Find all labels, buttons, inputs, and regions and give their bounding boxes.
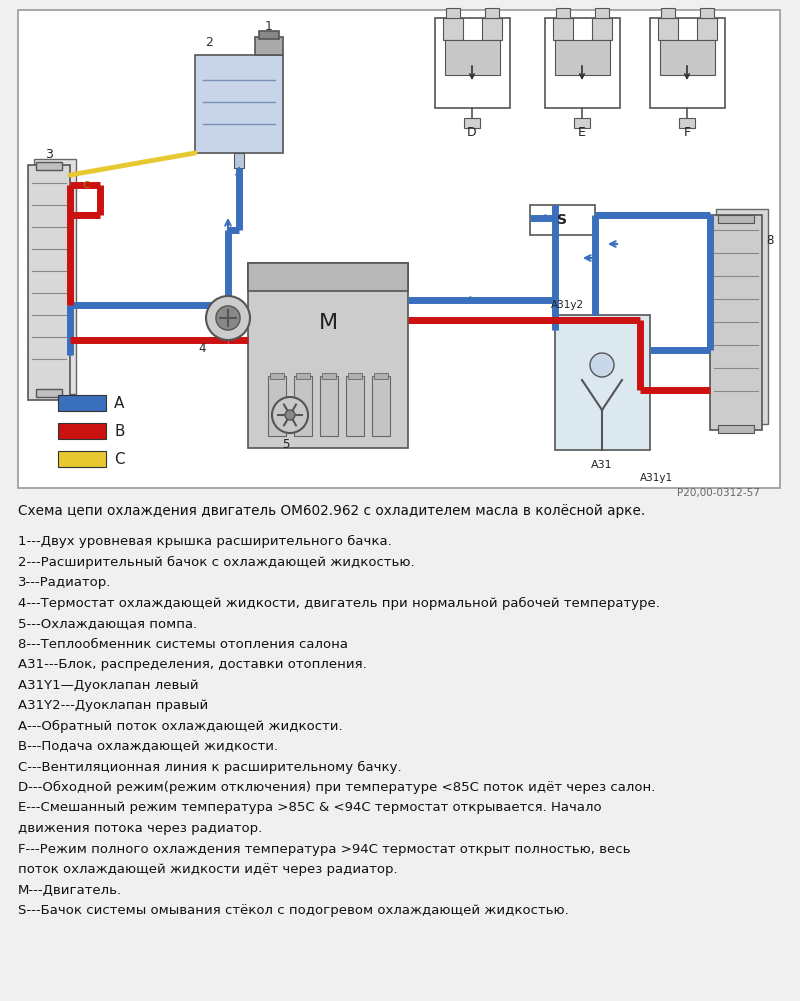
Text: 4: 4 xyxy=(198,341,206,354)
Bar xyxy=(320,376,338,436)
Text: S---Бачок системы омывания стёкол с подогревом охлаждающей жидкостью.: S---Бачок системы омывания стёкол с подо… xyxy=(18,904,569,917)
Bar xyxy=(700,8,714,18)
Text: M: M xyxy=(318,313,338,333)
Text: Схема цепи охлаждения двигатель ОМ602.962 с охладителем масла в колёсной арке.: Схема цепи охлаждения двигатель ОМ602.96… xyxy=(18,504,646,518)
Bar xyxy=(248,263,408,291)
Bar xyxy=(445,40,500,75)
Circle shape xyxy=(206,296,250,340)
Bar xyxy=(553,18,573,40)
Bar xyxy=(650,18,725,108)
Bar xyxy=(556,8,570,18)
Circle shape xyxy=(285,410,295,420)
Text: 8: 8 xyxy=(766,233,774,246)
Text: поток охлаждающей жидкости идёт через радиатор.: поток охлаждающей жидкости идёт через ра… xyxy=(18,863,398,876)
Bar xyxy=(372,376,390,436)
Text: 1---Двух уровневая крышка расширительного бачка.: 1---Двух уровневая крышка расширительног… xyxy=(18,535,392,549)
Text: 8---Теплообменник системы отопления салона: 8---Теплообменник системы отопления сало… xyxy=(18,638,348,651)
Text: A31y2: A31y2 xyxy=(551,300,584,310)
Text: F: F xyxy=(683,126,690,139)
Bar xyxy=(34,159,76,394)
Text: С---Вентиляционная линия к расширительному бачку.: С---Вентиляционная линия к расширительно… xyxy=(18,761,402,774)
Bar xyxy=(268,376,286,436)
Bar xyxy=(464,118,480,128)
Text: S: S xyxy=(557,213,567,227)
Text: М---Двигатель.: М---Двигатель. xyxy=(18,884,122,897)
Bar xyxy=(485,8,499,18)
Text: 4---Термостат охлаждающей жидкости, двигатель при нормальной рабочей температуре: 4---Термостат охлаждающей жидкости, двиг… xyxy=(18,597,660,610)
Bar xyxy=(234,153,244,168)
Bar xyxy=(294,376,312,436)
Text: 3: 3 xyxy=(45,148,53,161)
Text: c: c xyxy=(82,178,89,191)
Circle shape xyxy=(272,397,308,433)
Text: A31: A31 xyxy=(591,460,613,470)
Text: P20,00-0312-57: P20,00-0312-57 xyxy=(677,488,760,498)
Text: Е---Смешанный режим температура >85С & <94С термостат открывается. Начало: Е---Смешанный режим температура >85С & <… xyxy=(18,802,602,815)
Text: движения потока через радиатор.: движения потока через радиатор. xyxy=(18,822,262,835)
Bar xyxy=(482,18,502,40)
Text: A: A xyxy=(114,395,124,410)
Bar xyxy=(530,205,595,235)
Bar xyxy=(36,162,62,170)
Bar xyxy=(259,31,279,39)
Text: D---Обходной режим(режим отключения) при температуре <85С поток идёт через салон: D---Обходной режим(режим отключения) при… xyxy=(18,781,655,794)
Bar xyxy=(58,423,106,439)
Bar xyxy=(270,373,284,379)
Text: C: C xyxy=(114,451,125,466)
Text: 2: 2 xyxy=(205,36,213,49)
Text: A31y1: A31y1 xyxy=(640,473,673,483)
Text: F---Режим полного охлаждения температура >94С термостат открыт полностью, весь: F---Режим полного охлаждения температура… xyxy=(18,843,630,856)
Bar xyxy=(545,18,620,108)
Text: 3---Радиатор.: 3---Радиатор. xyxy=(18,576,111,589)
Bar xyxy=(443,18,463,40)
Bar xyxy=(446,8,460,18)
Text: А31Y2---Дуоклапан правый: А31Y2---Дуоклапан правый xyxy=(18,699,208,712)
Bar xyxy=(195,55,283,153)
Bar xyxy=(248,263,408,448)
Bar xyxy=(346,376,364,436)
Bar xyxy=(660,40,715,75)
Bar xyxy=(296,373,310,379)
Bar xyxy=(58,451,106,467)
Text: 2---Расширительный бачок с охлаждающей жидкостью.: 2---Расширительный бачок с охлаждающей ж… xyxy=(18,556,414,569)
Bar xyxy=(595,8,609,18)
Text: 5---Охлаждающая помпа.: 5---Охлаждающая помпа. xyxy=(18,617,198,630)
Bar xyxy=(716,209,768,424)
Circle shape xyxy=(216,306,240,330)
Bar xyxy=(718,215,754,223)
Bar xyxy=(661,8,675,18)
Bar xyxy=(435,18,510,108)
Text: А---Обратный поток охлаждающей жидкости.: А---Обратный поток охлаждающей жидкости. xyxy=(18,720,342,733)
Text: 1: 1 xyxy=(265,20,273,33)
Circle shape xyxy=(590,353,614,377)
Bar xyxy=(710,215,762,430)
Text: 5: 5 xyxy=(282,438,290,451)
Text: E: E xyxy=(578,126,586,139)
Bar xyxy=(658,18,678,40)
Bar xyxy=(348,373,362,379)
Bar xyxy=(18,10,780,488)
Bar xyxy=(58,395,106,411)
Bar xyxy=(255,37,283,55)
Bar xyxy=(28,165,70,400)
Bar xyxy=(697,18,717,40)
Bar xyxy=(322,373,336,379)
Text: В---Подача охлаждающей жидкости.: В---Подача охлаждающей жидкости. xyxy=(18,740,278,753)
Bar xyxy=(555,315,650,450)
Bar xyxy=(555,40,610,75)
Text: А31---Блок, распределения, доставки отопления.: А31---Блок, распределения, доставки отоп… xyxy=(18,658,366,671)
Bar xyxy=(574,118,590,128)
Bar xyxy=(374,373,388,379)
Bar xyxy=(718,425,754,433)
Text: D: D xyxy=(467,126,477,139)
Bar xyxy=(592,18,612,40)
Text: А31Y1—Дуоклапан левый: А31Y1—Дуоклапан левый xyxy=(18,679,198,692)
Text: B: B xyxy=(114,423,125,438)
Bar xyxy=(36,389,62,397)
Bar xyxy=(679,118,695,128)
